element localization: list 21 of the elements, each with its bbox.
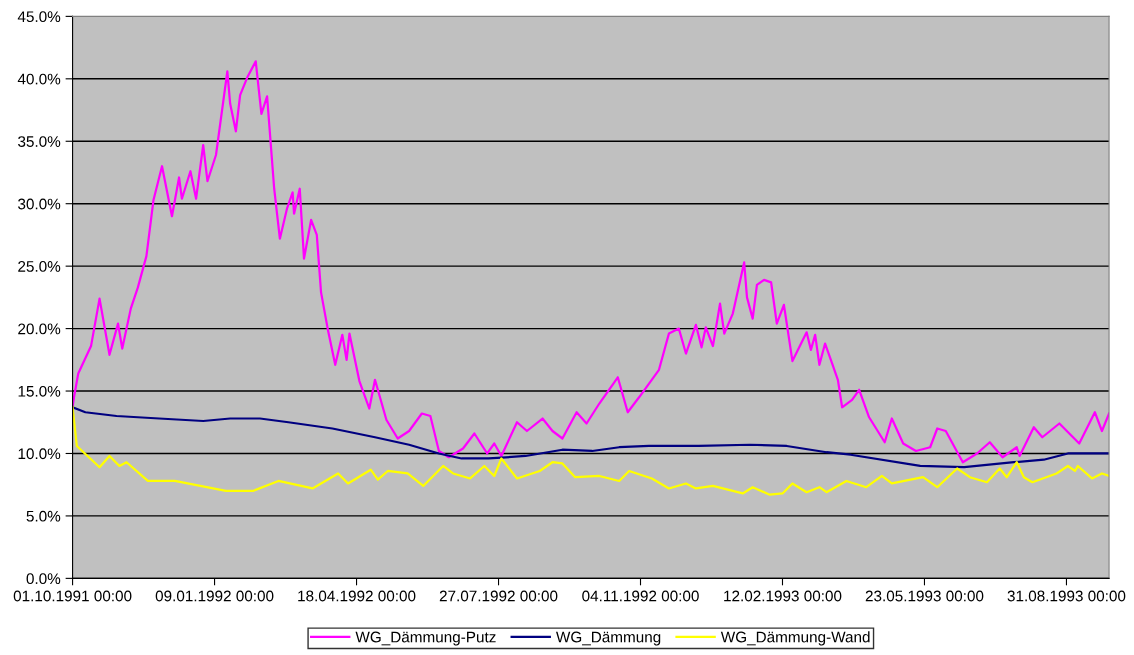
y-tick-label: 5.0% [26, 510, 61, 522]
x-tick-label: 04.11.1992 00:00 [582, 590, 699, 602]
y-tick-label: 40.0% [17, 73, 61, 85]
x-tick-label: 12.02.1993 00:00 [724, 590, 842, 602]
x-tick-label: 01.10.1991 00:00 [13, 590, 132, 602]
y-tick-label: 10.0% [18, 448, 61, 460]
y-tick-label: 25.0% [18, 261, 61, 272]
legend-label: WG_Dämmung-Wand [720, 631, 870, 646]
y-tick-label: 30.0% [18, 198, 61, 210]
x-tick-label: 27.07.1992 00:00 [439, 590, 558, 602]
y-tick-label: 20.0% [18, 323, 61, 335]
x-tick-label: 23.05.1993 00:00 [865, 590, 984, 602]
y-tick-label: 0.0% [26, 573, 61, 585]
y-tick-label: 15.0% [18, 385, 61, 397]
legend-label: WG_Dämmung-Putz [355, 631, 496, 646]
y-tick-label: 35.0% [18, 136, 61, 147]
y-tick-label: 45.0% [17, 11, 61, 23]
legend-label: WG_Dämmung [556, 631, 661, 646]
x-tick-label: 18.04.1992 00:00 [298, 590, 416, 602]
x-tick-label: 31.08.1993 00:00 [1007, 590, 1126, 602]
x-tick-label: 09.01.1992 00:00 [155, 590, 274, 602]
